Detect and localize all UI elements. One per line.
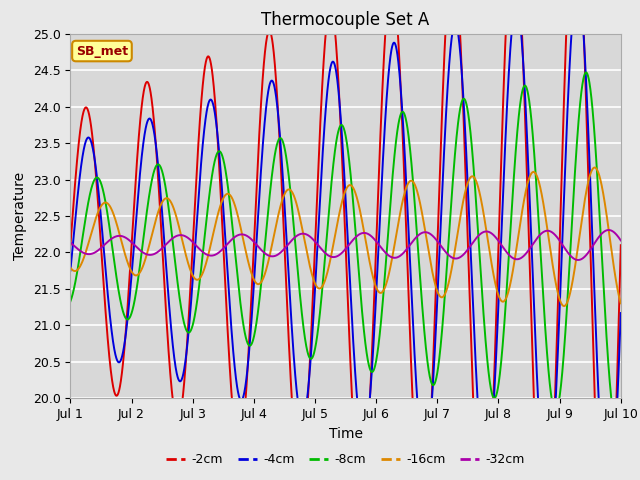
-32cm [301,231,309,237]
-4cm [278,154,285,159]
-32cm [129,241,137,247]
-8cm [162,186,170,192]
-16cm [560,303,568,309]
-32cm [547,228,554,234]
-4cm [547,474,554,480]
-4cm [129,253,137,259]
-16cm [67,264,74,270]
Legend: -2cm, -4cm, -8cm, -16cm, -32cm: -2cm, -4cm, -8cm, -16cm, -32cm [161,448,530,471]
-4cm [162,259,170,265]
-8cm [301,338,309,344]
-4cm [617,310,625,316]
-16cm [617,300,625,306]
-16cm [547,249,554,255]
-16cm [162,195,170,201]
Title: Thermocouple Set A: Thermocouple Set A [262,11,429,29]
-16cm [301,241,309,247]
-8cm [129,304,137,310]
-2cm [129,216,137,222]
-8cm [606,384,614,389]
-8cm [617,406,625,411]
Y-axis label: Temperature: Temperature [13,172,28,260]
-16cm [591,165,598,170]
-16cm [607,239,614,245]
-4cm [301,408,309,414]
-16cm [278,200,285,205]
-2cm [278,176,285,182]
-8cm [612,421,620,427]
-32cm [605,227,612,233]
-32cm [574,257,582,263]
Line: -32cm: -32cm [70,230,621,260]
-8cm [278,136,285,142]
Line: -4cm: -4cm [70,0,621,480]
-8cm [582,70,590,75]
-8cm [67,299,74,304]
Line: -2cm: -2cm [70,0,621,480]
-32cm [607,228,614,233]
Line: -8cm: -8cm [70,72,621,424]
-2cm [617,242,625,248]
-32cm [162,241,170,247]
-4cm [67,268,74,274]
-16cm [129,271,137,276]
Line: -16cm: -16cm [70,168,621,306]
-32cm [67,240,74,245]
-2cm [162,306,170,312]
-32cm [278,249,285,254]
-32cm [617,238,625,243]
X-axis label: Time: Time [328,427,363,441]
-8cm [547,389,554,395]
-2cm [67,242,74,248]
-2cm [301,435,309,441]
Text: SB_met: SB_met [76,45,128,58]
